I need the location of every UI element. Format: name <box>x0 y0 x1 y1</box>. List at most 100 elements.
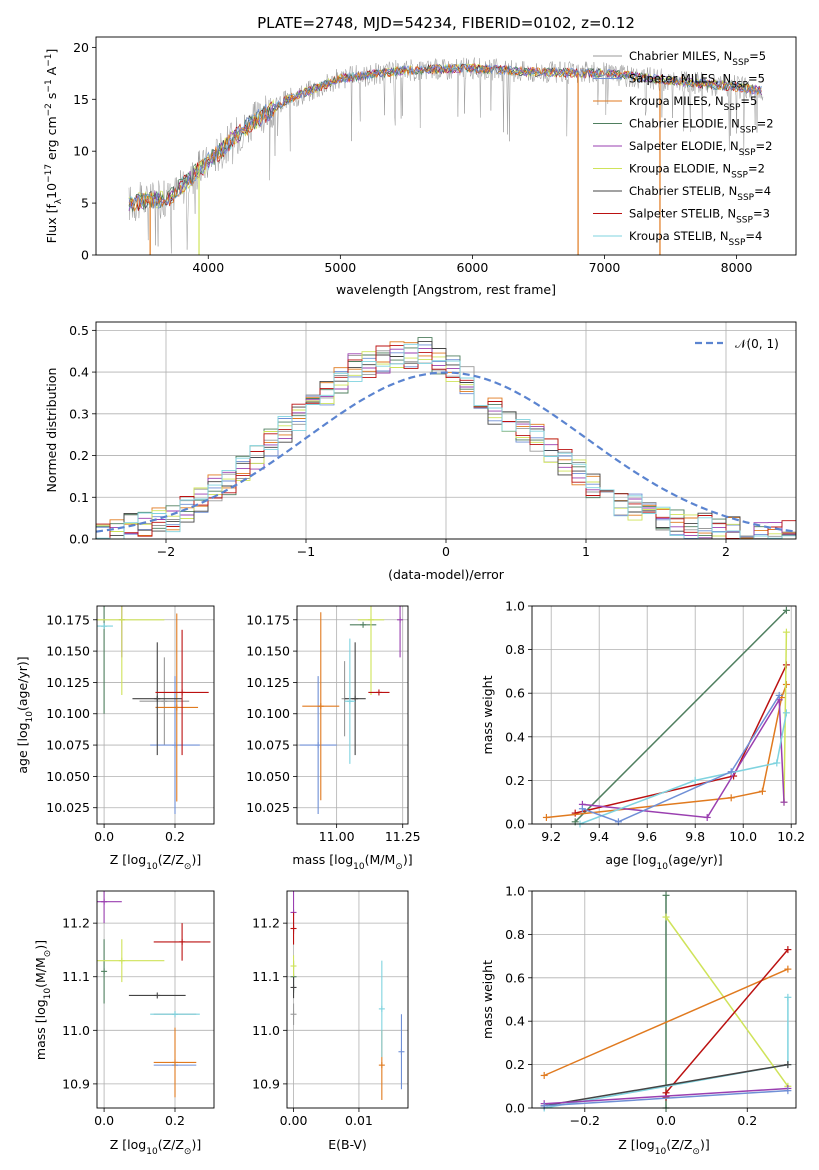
y-tick-label: 0.1 <box>69 490 89 505</box>
y-tick-label: 0.4 <box>505 1014 525 1029</box>
weight-line-salpeter-miles <box>544 1089 788 1107</box>
errorbar-point <box>97 606 165 695</box>
y-tick-label: 0.8 <box>505 642 525 657</box>
x-tick-label: 10.0 <box>729 829 757 844</box>
x-tick-label: 11.25 <box>385 829 421 844</box>
x-tick-label: 2 <box>722 544 730 559</box>
y-axis-label: Flux [fλ10−17 erg cm−2 s−1 A−1] <box>44 49 64 244</box>
errorbar-point <box>299 676 337 814</box>
errorbar-point <box>368 689 390 696</box>
spectrum-line-kroupa-miles <box>128 62 762 212</box>
normal-reference-curve <box>96 371 796 533</box>
weight-line-kroupa-stelib <box>579 712 788 824</box>
y-axis-label: mass weight <box>480 960 495 1039</box>
y-tick-label: 10.175 <box>46 612 90 627</box>
weight-line-kroupa-miles <box>546 684 788 819</box>
errorbar-point <box>290 976 297 999</box>
errorbar-point <box>153 1027 197 1098</box>
x-axis-label: mass [log10(M/M⊙)] <box>292 852 412 872</box>
x-tick-label: 5000 <box>324 260 356 275</box>
y-tick-label: 11.1 <box>62 969 90 984</box>
y-tick-label: 10.100 <box>246 706 290 721</box>
y-tick-label: 11.1 <box>252 969 280 984</box>
errorbar-point <box>344 638 356 764</box>
mass-weight-vs-age-panel: 9.2 9.4 9.6 9.8 10.0 10.2 0.0 0.2 0.4 0.6 0.8 1.0 ag… <box>480 599 805 873</box>
errorbar-point <box>349 621 377 628</box>
legend-entry: 𝒩(0, 1) <box>735 337 779 351</box>
x-axis-label: (data-model)/error <box>388 567 505 582</box>
y-tick-label: 10 <box>73 144 89 159</box>
errorbar-point <box>290 912 297 945</box>
y-tick-label: 0 <box>81 248 89 263</box>
y-tick-label: 0.3 <box>69 406 89 421</box>
weight-line-salpeter-miles <box>582 695 780 823</box>
y-tick-label: 10.9 <box>62 1076 90 1091</box>
errorbar-point <box>155 629 209 756</box>
spectrum-line-chabrier-elodie <box>128 63 762 213</box>
errorbar-point <box>290 955 297 977</box>
x-axis-label: wavelength [Angstrom, rest frame] <box>336 282 556 297</box>
x-tick-label: 7000 <box>589 260 621 275</box>
spectrum-line-chabrier-miles <box>128 57 764 254</box>
legend-entry: Kroupa ELODIE, NSSP=2 <box>629 162 765 181</box>
y-tick-label: 0.2 <box>505 773 525 788</box>
y-tick-label: 11.2 <box>62 916 90 931</box>
x-tick-label: 1 <box>582 544 590 559</box>
spectrum-legend: Chabrier MILES, NSSP=5 Salpeter MILES, NS… <box>593 49 774 248</box>
x-axis-label: Z [log10(Z/Z⊙)] <box>110 852 201 872</box>
errorbar-point <box>97 891 122 924</box>
y-tick-label: 0.4 <box>505 729 525 744</box>
y-tick-label: 10.100 <box>46 706 90 721</box>
x-tick-label: 8000 <box>721 260 753 275</box>
y-tick-label: 0.0 <box>505 1101 525 1116</box>
y-tick-label: 10.050 <box>246 769 290 784</box>
x-tick-label: −0.2 <box>570 1113 600 1128</box>
x-tick-label: 9.6 <box>637 829 657 844</box>
y-tick-label: 11.0 <box>62 1023 90 1038</box>
y-tick-label: 0.6 <box>505 970 525 985</box>
x-tick-label: 0.2 <box>737 1113 757 1128</box>
errorbar-point <box>357 606 385 695</box>
histogram-kroupa-stelib <box>96 343 796 539</box>
x-tick-label: 10.2 <box>777 829 805 844</box>
y-axis-label: mass weight <box>480 675 495 754</box>
legend-entry: Salpeter ELODIE, NSSP=2 <box>629 139 772 158</box>
axes-frame <box>95 36 797 256</box>
weight-line-chabrier-elodie <box>574 609 787 823</box>
y-tick-label: 0.8 <box>505 927 525 942</box>
errorbar-point <box>132 642 183 756</box>
x-tick-label: 4000 <box>192 260 224 275</box>
age-vs-mass-panel: 11.00 11.25 10.025 10.050 10.075 10.100 10.125… <box>246 605 421 872</box>
errorbar-point <box>397 606 404 658</box>
axes-frame <box>531 890 797 1109</box>
y-tick-label: 1.0 <box>505 599 525 614</box>
y-tick-label: 11.0 <box>252 1023 280 1038</box>
x-tick-label: 9.4 <box>589 829 609 844</box>
histogram-chabrier-stelib <box>96 340 796 539</box>
legend-entry: Chabrier ELODIE, NSSP=2 <box>629 117 774 136</box>
x-tick-label: 0.01 <box>345 1113 373 1128</box>
weight-line-chabrier-stelib <box>544 1063 789 1107</box>
y-tick-label: 15 <box>73 92 89 107</box>
x-tick-label: 0.2 <box>165 1113 185 1128</box>
x-tick-label: 0.0 <box>94 829 114 844</box>
spectrum-line-salpeter-elodie <box>128 63 762 212</box>
y-tick-label: 0.5 <box>69 323 89 338</box>
x-tick-label: 6000 <box>457 260 489 275</box>
axes-frame <box>96 890 215 1109</box>
y-tick-label: 10.150 <box>46 644 90 659</box>
y-tick-label: 0.4 <box>69 365 89 380</box>
y-tick-label: 10.075 <box>246 738 290 753</box>
y-tick-label: 10.050 <box>46 769 90 784</box>
x-axis-label: age [log10(age/yr)] <box>605 852 722 872</box>
x-tick-label: 9.8 <box>685 829 705 844</box>
y-tick-label: 10.125 <box>246 675 290 690</box>
y-tick-label: 10.025 <box>46 800 90 815</box>
errorbar-point <box>128 992 186 999</box>
spectrum-line-salpeter-miles <box>128 63 762 210</box>
axes-frame <box>286 890 409 1109</box>
errorbar-point <box>398 1014 405 1090</box>
y-tick-label: 0.0 <box>69 532 89 547</box>
residual-histogram-panel: −2 −1 0 1 2 0.0 0.1 0.2 0.3 0.4 0.5 𝒩(0, 1) (data-mo… <box>44 321 797 582</box>
y-tick-label: 1.0 <box>505 884 525 899</box>
